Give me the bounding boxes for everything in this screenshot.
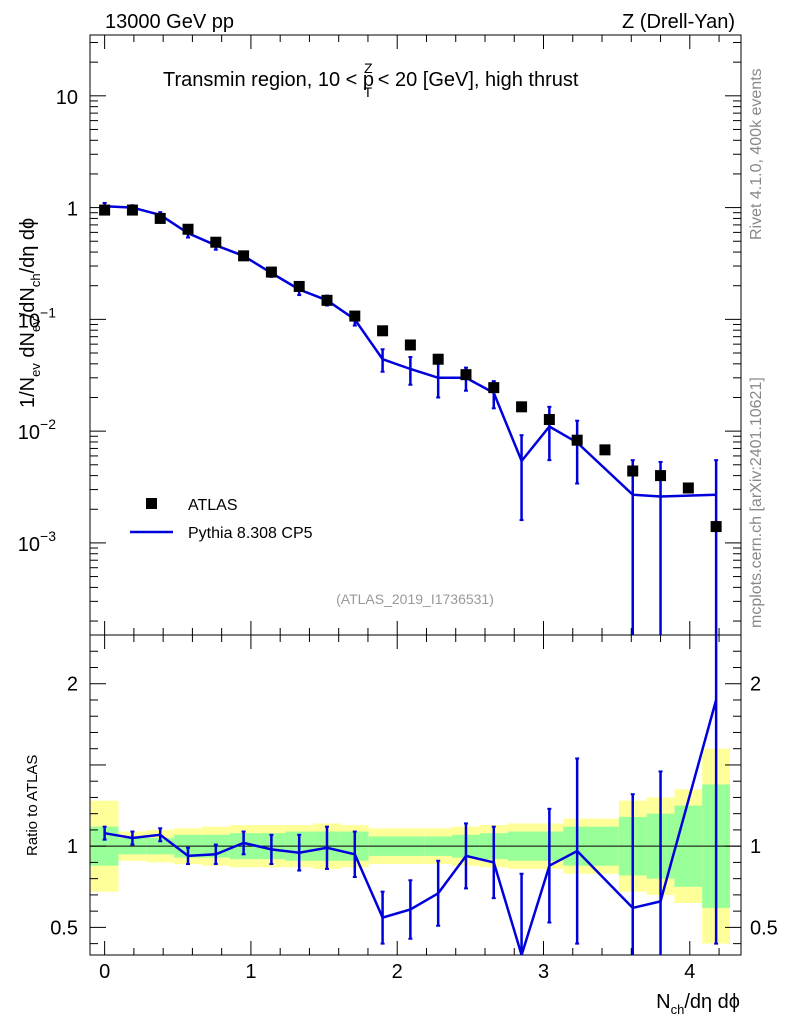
ratio-line <box>104 699 718 955</box>
data-point <box>655 470 667 482</box>
ratio-y-tick-label: 1 <box>67 836 78 858</box>
ratio-y-axis-label: Ratio to ATLAS <box>24 755 41 856</box>
x-axis-label: Nch/dη dϕ <box>656 991 740 1017</box>
energy-label: 13000 GeV pp <box>105 11 234 33</box>
region-title-post: < 20 [GeV], high thrust <box>372 69 579 91</box>
data-point <box>682 482 694 494</box>
region-title: Transmin region, 10 < pZ T < 20 [GeV], hi… <box>163 60 579 100</box>
legend-data-marker <box>146 498 157 509</box>
chart-marks <box>99 201 722 955</box>
mc-line <box>104 204 717 498</box>
analysis-reference: (ATLAS_2019_I1736531) <box>336 591 494 607</box>
main-y-tick-label: 10−2 <box>18 416 56 444</box>
ratio-y-tick-label: 2 <box>67 674 78 696</box>
data-point <box>404 339 416 351</box>
data-point <box>265 266 277 278</box>
data-point <box>126 204 138 216</box>
data-point <box>293 280 305 292</box>
data-point <box>377 325 389 337</box>
data-point <box>154 212 166 224</box>
data-point <box>460 369 472 381</box>
ratio-y-tick-label-right: 2 <box>750 674 761 696</box>
data-point <box>599 444 611 456</box>
region-title-sub: T <box>364 84 373 100</box>
legend-mc-label: Pythia 8.308 CP5 <box>188 525 313 542</box>
main-y-tick-label: 10 <box>56 87 78 109</box>
data-point <box>99 204 111 216</box>
ratio-y-tick-label-right: 1 <box>750 836 761 858</box>
data-point <box>488 382 500 394</box>
main-y-tick-label: 10−1 <box>18 304 56 332</box>
data-point <box>238 250 250 262</box>
data-point <box>210 236 222 248</box>
x-tick-label: 4 <box>684 961 695 983</box>
main-y-axis-label: 1/Nev dNev/dNch/dη dϕ <box>17 218 43 408</box>
rivet-info: Rivet 4.1.0, 400k events <box>748 68 765 240</box>
region-title-sup: Z <box>364 60 373 76</box>
data-point <box>182 223 194 235</box>
data-point <box>710 521 722 533</box>
mcplots-info: mcplots.cern.ch [arXiv:2401.10621] <box>748 377 765 628</box>
ratio-plot-frame <box>89 634 742 956</box>
main-y-tick-label: 10−3 <box>18 528 56 556</box>
data-point <box>627 465 639 477</box>
data-point <box>349 310 361 322</box>
legend-data-label: ATLAS <box>188 497 238 514</box>
main-y-tick-label: 1 <box>67 199 78 221</box>
data-point <box>516 401 528 413</box>
axes-frames: 0 1 2 3 4 10 1 10−1 10−2 10−3 0.5 0.5 1 1 2 2 <box>18 34 778 983</box>
x-tick-label: 0 <box>99 961 110 983</box>
data-point <box>571 434 583 446</box>
region-title-pre: Transmin region, 10 < p <box>163 69 374 91</box>
x-tick-label: 1 <box>245 961 256 983</box>
data-point <box>432 353 444 365</box>
x-tick-label: 3 <box>538 961 549 983</box>
ratio-y-tick-label: 0.5 <box>50 917 78 939</box>
ratio-y-tick-label-right: 0.5 <box>750 917 778 939</box>
main-plot-frame <box>89 34 742 636</box>
data-point <box>321 294 333 306</box>
process-label: Z (Drell-Yan) <box>622 11 735 33</box>
x-tick-label: 2 <box>392 961 403 983</box>
data-point <box>543 414 555 426</box>
